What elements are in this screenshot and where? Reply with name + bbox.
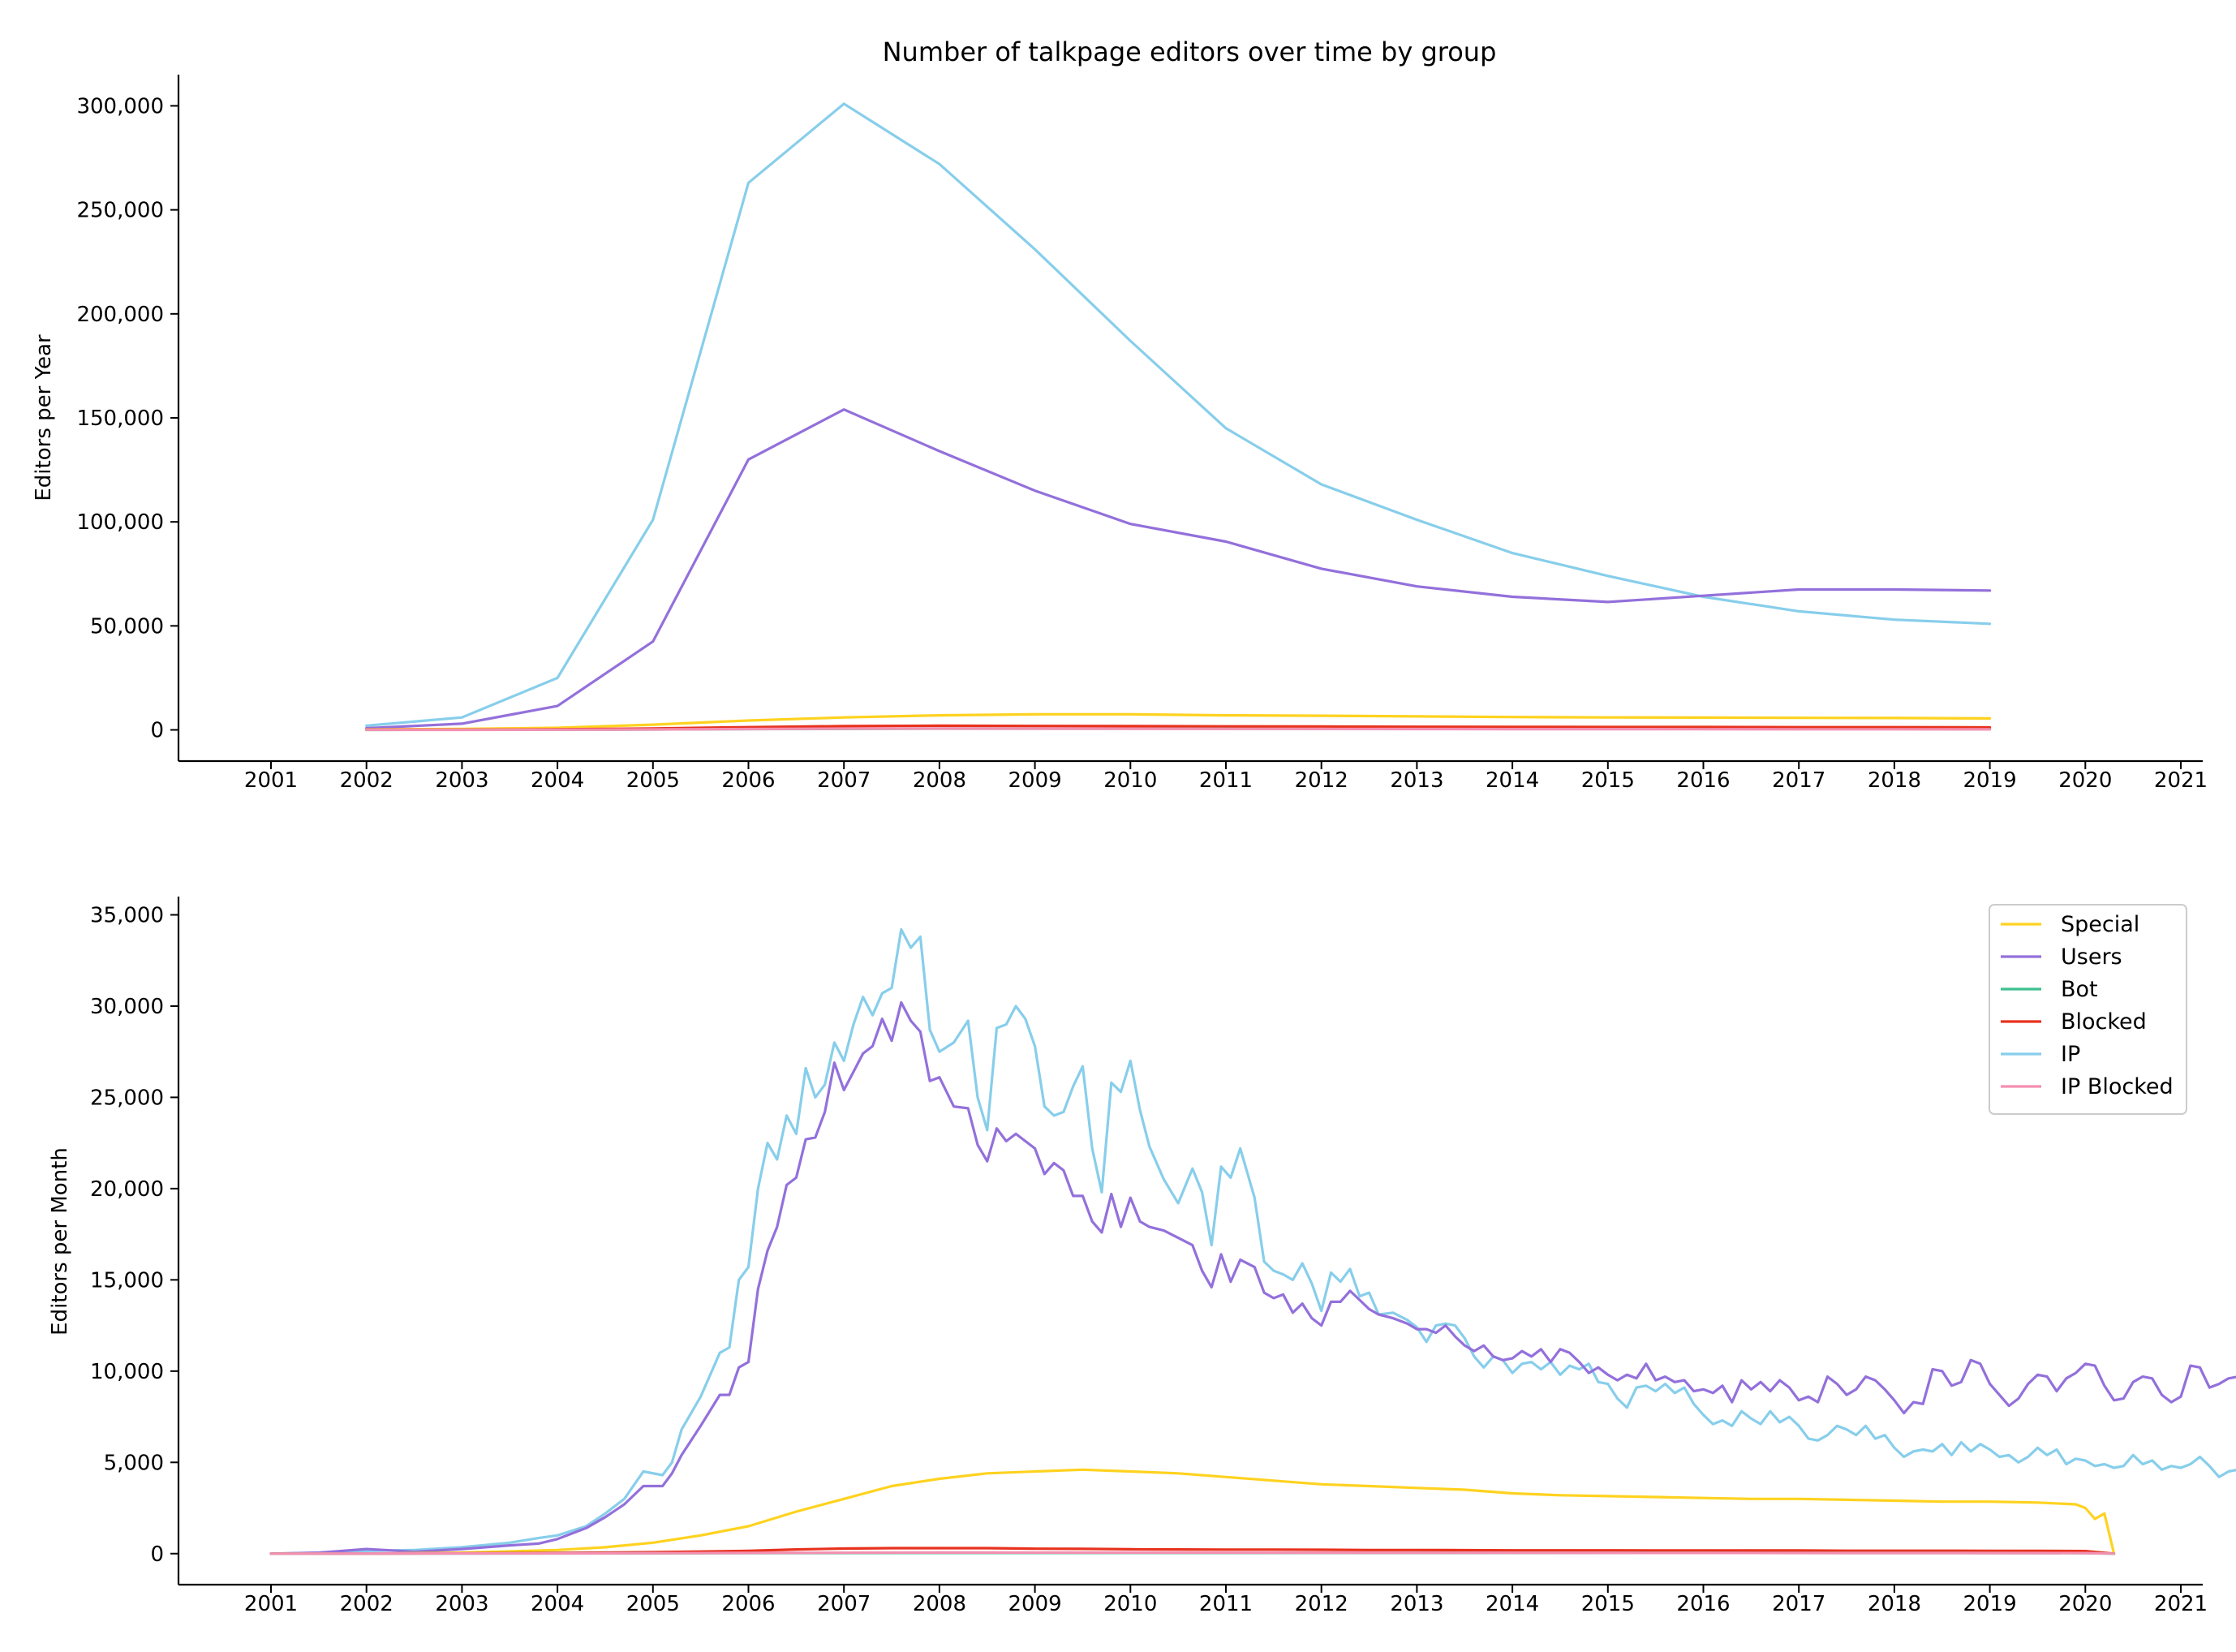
bottom-monthly-panel: Editors per Month 2001 2002 2003 2004 2005 20…: [48, 897, 2236, 1616]
top-x-tick-label: 2003: [435, 768, 488, 793]
top-x-tick-label: 2008: [913, 768, 966, 793]
bottom-series-blocked-line: [269, 1547, 2116, 1555]
legend-label-special: Special: [2061, 912, 2139, 937]
top-y-tick-label: 250,000: [76, 199, 164, 223]
top-y-tick-label: 150,000: [76, 407, 164, 431]
top-series-special-line: [365, 712, 1992, 731]
top-yearly-panel: Editors per Year 2001 2002 2003 2004 2005 200…: [32, 75, 2208, 793]
top-x-tick-label: 2020: [2058, 768, 2112, 793]
top-y-tick-label: 300,000: [76, 94, 164, 118]
top-x-tick-label: 2010: [1103, 768, 1157, 793]
bottom-x-tick-label: 2014: [1486, 1592, 1539, 1616]
top-x-tick-label: 2012: [1295, 768, 1348, 793]
bottom-x-tick-label: 2016: [1676, 1592, 1730, 1616]
top-y-axis-label: Editors per Year: [32, 334, 56, 501]
top-x-tick-label: 2016: [1676, 768, 1730, 793]
bottom-x-tick-label: 2018: [1868, 1592, 1921, 1616]
top-x-tick-label: 2018: [1868, 768, 1921, 793]
bottom-x-tick-label: 2021: [2154, 1592, 2208, 1616]
legend-label-bot: Bot: [2061, 977, 2098, 1002]
bottom-x-tick-label: 2005: [626, 1592, 680, 1616]
bottom-y-axis-label: Editors per Month: [48, 1147, 72, 1336]
bottom-x-tick-label: 2015: [1581, 1592, 1635, 1616]
top-y-tick-label: 100,000: [76, 510, 164, 535]
bottom-x-tick-label: 2006: [721, 1592, 775, 1616]
bottom-x-tick-label: 2013: [1390, 1592, 1443, 1616]
top-x-tick-label: 2015: [1581, 768, 1635, 793]
bottom-y-tick-label: 0: [150, 1542, 164, 1567]
bottom-x-tick-label: 2009: [1008, 1592, 1062, 1616]
legend-label-users: Users: [2061, 944, 2122, 970]
bottom-x-tick-label: 2019: [1963, 1592, 2017, 1616]
top-x-tick-label: 2009: [1008, 768, 1062, 793]
bottom-x-tick-label: 2002: [340, 1592, 393, 1616]
bottom-x-tick-label: 2012: [1295, 1592, 1348, 1616]
legend-label-ip-blocked: IP Blocked: [2061, 1074, 2174, 1099]
top-x-tick-label: 2004: [531, 768, 584, 793]
bottom-y-tick-label: 35,000: [90, 903, 164, 927]
legend: Special Users Bot Blocked IP IP Blocked: [1989, 904, 2187, 1115]
bottom-series-special-line: [269, 1468, 2116, 1555]
top-x-tick-label: 2007: [817, 768, 871, 793]
figure-title: Number of talkpage editors over time by …: [883, 37, 1497, 67]
bottom-x-tick-label: 2001: [244, 1592, 298, 1616]
bottom-y-tick-label: 15,000: [90, 1268, 164, 1293]
bottom-x-tick-label: 2011: [1199, 1592, 1253, 1616]
top-x-tick-label: 2002: [340, 768, 393, 793]
top-y-tick-label: 50,000: [90, 614, 164, 639]
top-x-tick-label: 2005: [626, 768, 680, 793]
top-x-tick-label: 2006: [721, 768, 775, 793]
bottom-x-tick-label: 2010: [1103, 1592, 1157, 1616]
top-x-tick-label: 2017: [1772, 768, 1825, 793]
top-x-tick-label: 2013: [1390, 768, 1443, 793]
bottom-x-tick-label: 2020: [2058, 1592, 2112, 1616]
top-x-tick-label: 2011: [1199, 768, 1253, 793]
bottom-y-tick-label: 25,000: [90, 1086, 164, 1110]
bottom-y-tick-label: 5,000: [104, 1451, 164, 1475]
bottom-series-users-line: [269, 1000, 2236, 1555]
legend-label-blocked: Blocked: [2061, 1009, 2147, 1035]
bottom-x-tick-label: 2008: [913, 1592, 966, 1616]
top-y-tick-label: 0: [150, 719, 164, 743]
top-series-ip-line: [365, 102, 1992, 727]
top-series-users-line: [365, 408, 1992, 730]
bottom-x-tick-label: 2017: [1772, 1592, 1825, 1616]
top-x-tick-label: 2019: [1963, 768, 2017, 793]
bottom-series-ip-blocked-line: [269, 1551, 2116, 1555]
top-series-ip-blocked-line: [365, 727, 1992, 732]
legend-label-ip: IP: [2061, 1042, 2080, 1067]
bottom-y-tick-label: 20,000: [90, 1177, 164, 1202]
bottom-x-tick-label: 2004: [531, 1592, 584, 1616]
top-x-tick-label: 2014: [1486, 768, 1539, 793]
bottom-y-tick-label: 10,000: [90, 1360, 164, 1384]
bottom-x-tick-label: 2003: [435, 1592, 488, 1616]
top-y-tick-label: 200,000: [76, 303, 164, 327]
bottom-series-ip-line: [269, 927, 2236, 1555]
top-x-tick-label: 2021: [2154, 768, 2208, 793]
top-x-tick-label: 2001: [244, 768, 298, 793]
bottom-y-tick-label: 30,000: [90, 995, 164, 1019]
bottom-x-tick-label: 2007: [817, 1592, 871, 1616]
